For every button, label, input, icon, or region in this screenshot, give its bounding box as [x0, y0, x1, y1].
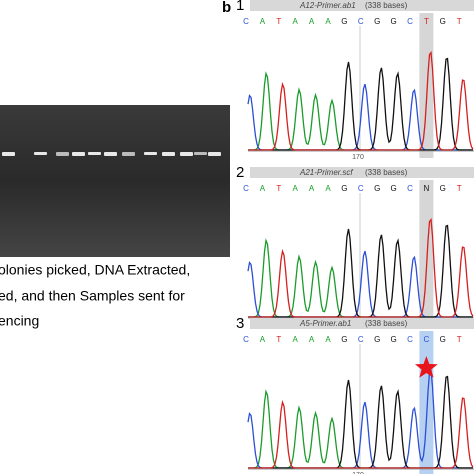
- base-call: T: [457, 335, 462, 344]
- gel-band: [34, 152, 47, 155]
- trace-bases: (338 bases): [365, 1, 408, 10]
- trace-header: [250, 318, 474, 329]
- gel-band: [122, 152, 135, 156]
- panel-label: b: [222, 0, 231, 16]
- gel-band: [88, 152, 101, 155]
- base-call: C: [407, 335, 413, 344]
- gel-bands: [2, 152, 221, 156]
- caption-line: olonies picked, DNA Extracted,: [0, 262, 190, 278]
- base-call: G: [341, 17, 347, 26]
- base-call: A: [260, 17, 266, 26]
- base-call: T: [457, 184, 462, 193]
- base-call: A: [325, 335, 331, 344]
- caption-line: encing: [0, 313, 39, 329]
- base-call: C: [358, 184, 364, 193]
- trace-file: A5-Primer.ab1: [299, 319, 351, 328]
- base-call: G: [390, 17, 396, 26]
- base-call: C: [407, 184, 413, 193]
- base-call: T: [276, 17, 281, 26]
- base-call: G: [440, 184, 446, 193]
- chromatogram-trace: [248, 50, 474, 151]
- highlight-column: [419, 13, 434, 158]
- base-call: G: [440, 17, 446, 26]
- base-call: G: [374, 335, 380, 344]
- base-call: C: [358, 335, 364, 344]
- gel-band: [104, 152, 117, 156]
- chromatogram-trace: [248, 217, 474, 318]
- base-call: A: [260, 184, 266, 193]
- base-call: A: [309, 335, 315, 344]
- base-call: T: [424, 17, 429, 26]
- gel-image: [0, 105, 230, 257]
- base-call: C: [243, 17, 249, 26]
- gel-band: [144, 152, 157, 155]
- trace-bases: (338 bases): [365, 319, 408, 328]
- trace-bases: (338 bases): [365, 168, 408, 177]
- base-call: C: [424, 335, 430, 344]
- trace-file: A12-Primer.ab1: [299, 1, 356, 10]
- base-call: G: [341, 184, 347, 193]
- trace-number: 3: [236, 315, 244, 332]
- base-call: G: [374, 184, 380, 193]
- base-call: T: [457, 17, 462, 26]
- trace-file: A21-Primer.scf: [299, 168, 353, 177]
- gel-band: [56, 152, 69, 156]
- base-call: G: [440, 335, 446, 344]
- trace-header: [250, 167, 474, 178]
- base-call: G: [341, 335, 347, 344]
- base-call: A: [293, 184, 299, 193]
- mutation-star: [415, 356, 438, 378]
- base-call: A: [293, 17, 299, 26]
- base-call: G: [390, 184, 396, 193]
- gel-band: [2, 152, 15, 156]
- base-call: A: [325, 184, 331, 193]
- base-call: G: [390, 335, 396, 344]
- base-call: C: [358, 17, 364, 26]
- trace-number: 1: [236, 0, 244, 14]
- trace-position: 170: [352, 154, 364, 161]
- base-call: T: [276, 335, 281, 344]
- trace-number: 2: [236, 164, 244, 181]
- base-call: A: [325, 17, 331, 26]
- trace-position: 170: [352, 472, 364, 474]
- base-call: C: [407, 17, 413, 26]
- base-call: A: [309, 17, 315, 26]
- base-call: T: [276, 184, 281, 193]
- gel-band: [162, 152, 175, 156]
- gel-band: [208, 152, 221, 156]
- trace-header: [250, 0, 474, 11]
- gel-band: [180, 152, 193, 156]
- highlight-column: [419, 331, 434, 474]
- caption-line: ed, and then Samples sent for: [0, 288, 185, 304]
- base-call: A: [309, 184, 315, 193]
- base-call: G: [374, 17, 380, 26]
- highlight-column: [419, 180, 434, 325]
- base-call: C: [243, 335, 249, 344]
- gel-band: [194, 152, 207, 155]
- chromatogram-trace: [248, 397, 474, 469]
- base-call: A: [260, 335, 266, 344]
- base-call: A: [293, 335, 299, 344]
- base-call: N: [424, 184, 430, 193]
- gel-band: [72, 152, 85, 156]
- base-call: C: [243, 184, 249, 193]
